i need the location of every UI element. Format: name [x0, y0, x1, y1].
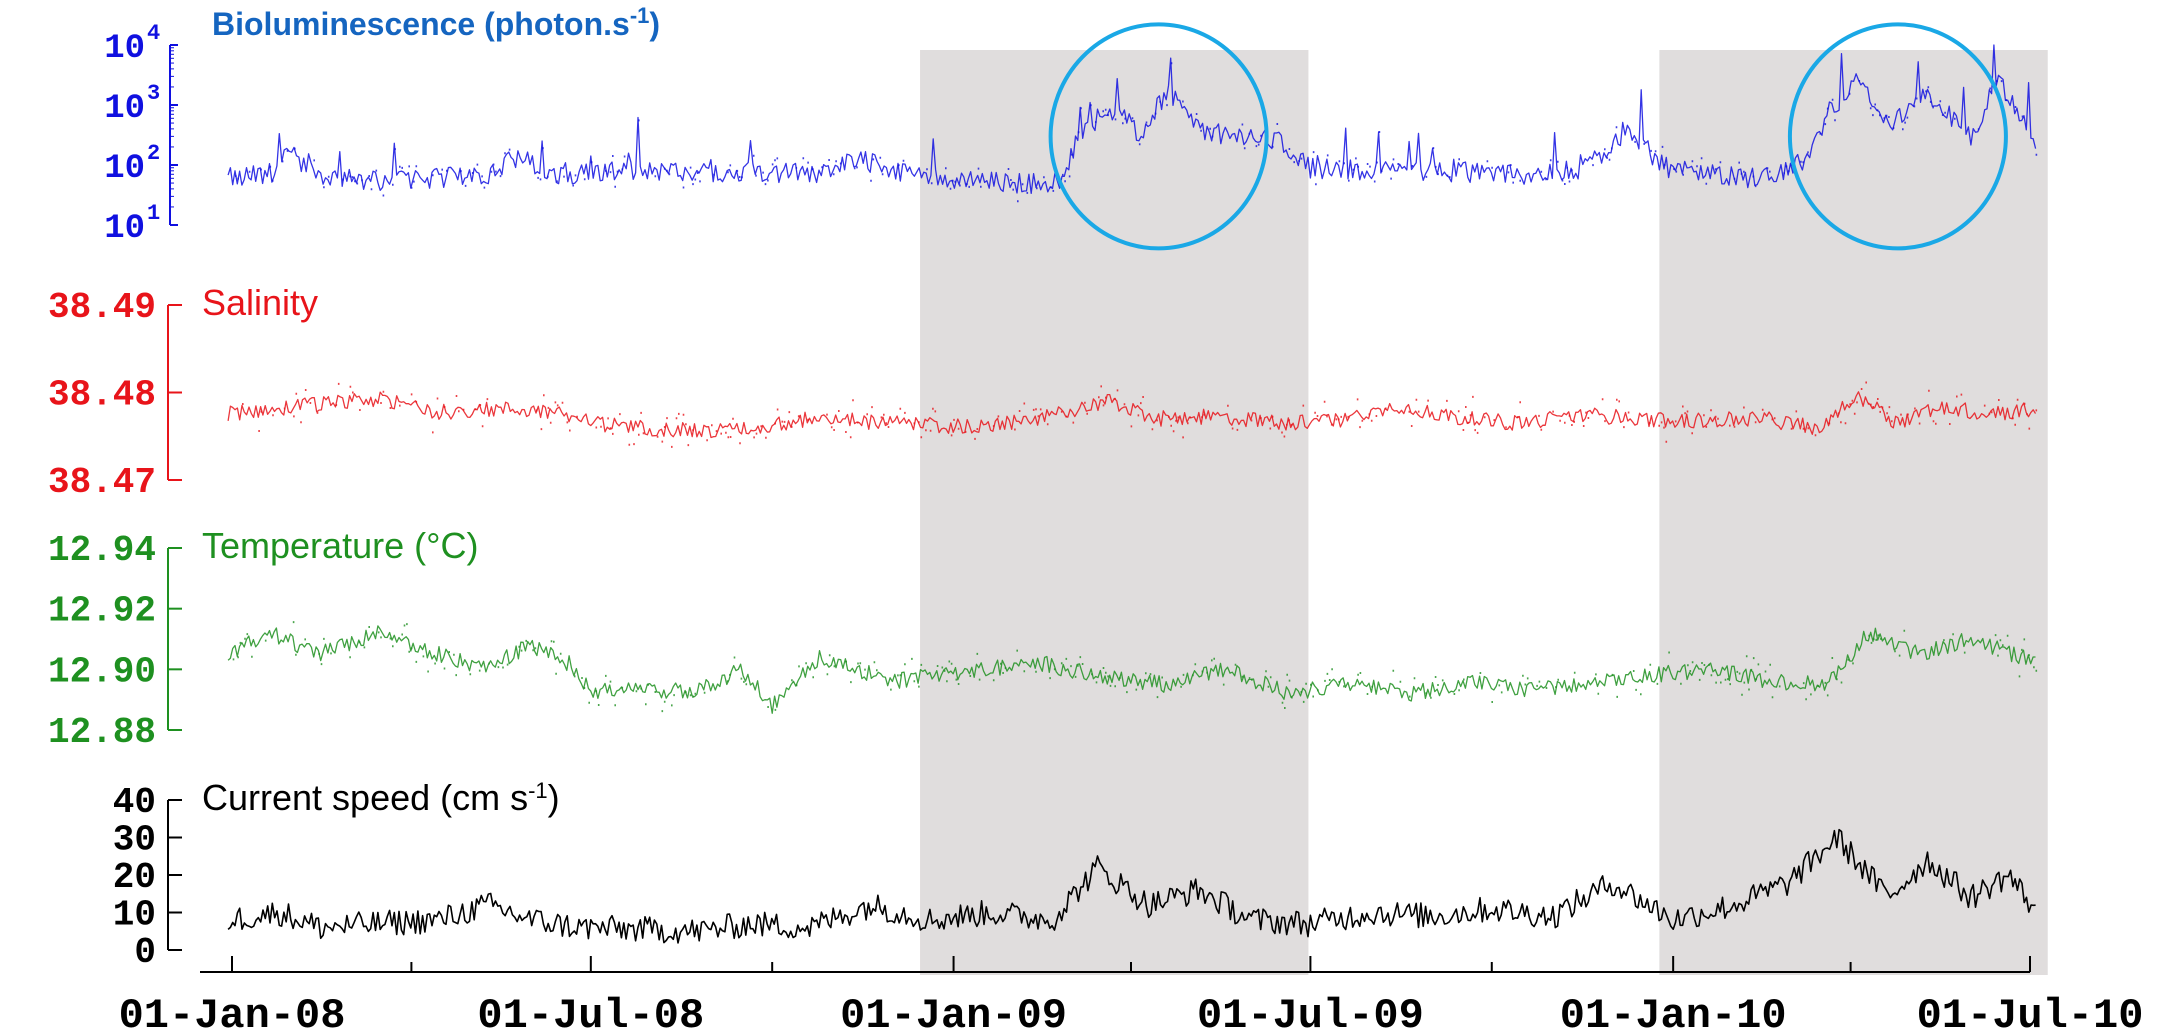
cur-tick-label: 0 — [134, 932, 156, 973]
bio-tick-exponent: 1 — [147, 201, 160, 226]
highlight-circle-1 — [1048, 22, 1269, 251]
bio-tick-label: 10 — [104, 90, 145, 128]
sal-title: Salinity — [202, 282, 318, 323]
x-tick-label: 01-Jan-08 — [119, 992, 346, 1035]
temperature-panel: 12.88 12.90 12.92 12.94 Temperature (°C) — [48, 525, 2038, 753]
cur-tick-label: 10 — [113, 895, 156, 936]
highlight-circle-2 — [1787, 22, 2008, 251]
sal-tick-label: 38.47 — [48, 462, 156, 503]
bio-title: Bioluminescence (photon.s-1) — [212, 3, 660, 43]
sal-tick-label: 38.49 — [48, 287, 156, 328]
bio-tick-label: 10 — [104, 150, 145, 188]
x-tick-label: 01-Jan-09 — [840, 992, 1067, 1035]
x-tick-label: 01-Jan-10 — [1560, 992, 1787, 1035]
temp-series-line-1 — [227, 625, 2036, 714]
temp-tick-label: 12.88 — [48, 712, 156, 753]
temp-tick-label: 12.92 — [48, 591, 156, 632]
x-tick-label: 01-Jul-10 — [1917, 992, 2144, 1035]
cur-tick-label: 20 — [113, 857, 156, 898]
cur-title: Current speed (cm s-1) — [202, 777, 560, 818]
temp-title: Temperature (°C) — [202, 525, 478, 566]
shaded-periods — [920, 50, 2048, 975]
shaded-period-2 — [1659, 50, 2048, 975]
sal-tick-label: 38.48 — [48, 375, 156, 416]
temp-tick-label: 12.90 — [48, 651, 156, 692]
bio-tick-label: 10 — [104, 210, 145, 248]
bio-series-line-1 — [227, 44, 2037, 195]
x-tick-label: 01-Jul-08 — [477, 992, 704, 1035]
bio-series-scatter-1 — [235, 62, 2038, 203]
highlight-circles — [1048, 22, 2008, 251]
temp-tick-label: 12.94 — [48, 530, 156, 571]
temp-series-scatter-1 — [232, 621, 2038, 713]
shaded-period-1 — [920, 50, 1309, 975]
x-axis: 01-Jan-08 01-Jul-08 01-Jan-09 01-Jul-09 01-J… — [119, 956, 2144, 1035]
cur-tick-label: 40 — [113, 782, 156, 823]
bio-tick-exponent: 2 — [147, 141, 160, 166]
sal-series-line-1 — [227, 391, 2037, 439]
salinity-panel: 38.47 38.48 38.49 Salinity — [48, 282, 2038, 503]
bio-tick-exponent: 3 — [147, 81, 160, 106]
x-tick-label: 01-Jul-09 — [1197, 992, 1424, 1035]
bio-tick-label: 10 — [104, 30, 145, 68]
cur-series-line-1 — [227, 828, 2036, 944]
cur-tick-label: 30 — [113, 820, 156, 861]
bio-tick-exponent: 4 — [147, 21, 160, 46]
sal-series-scatter-1 — [242, 381, 2038, 448]
